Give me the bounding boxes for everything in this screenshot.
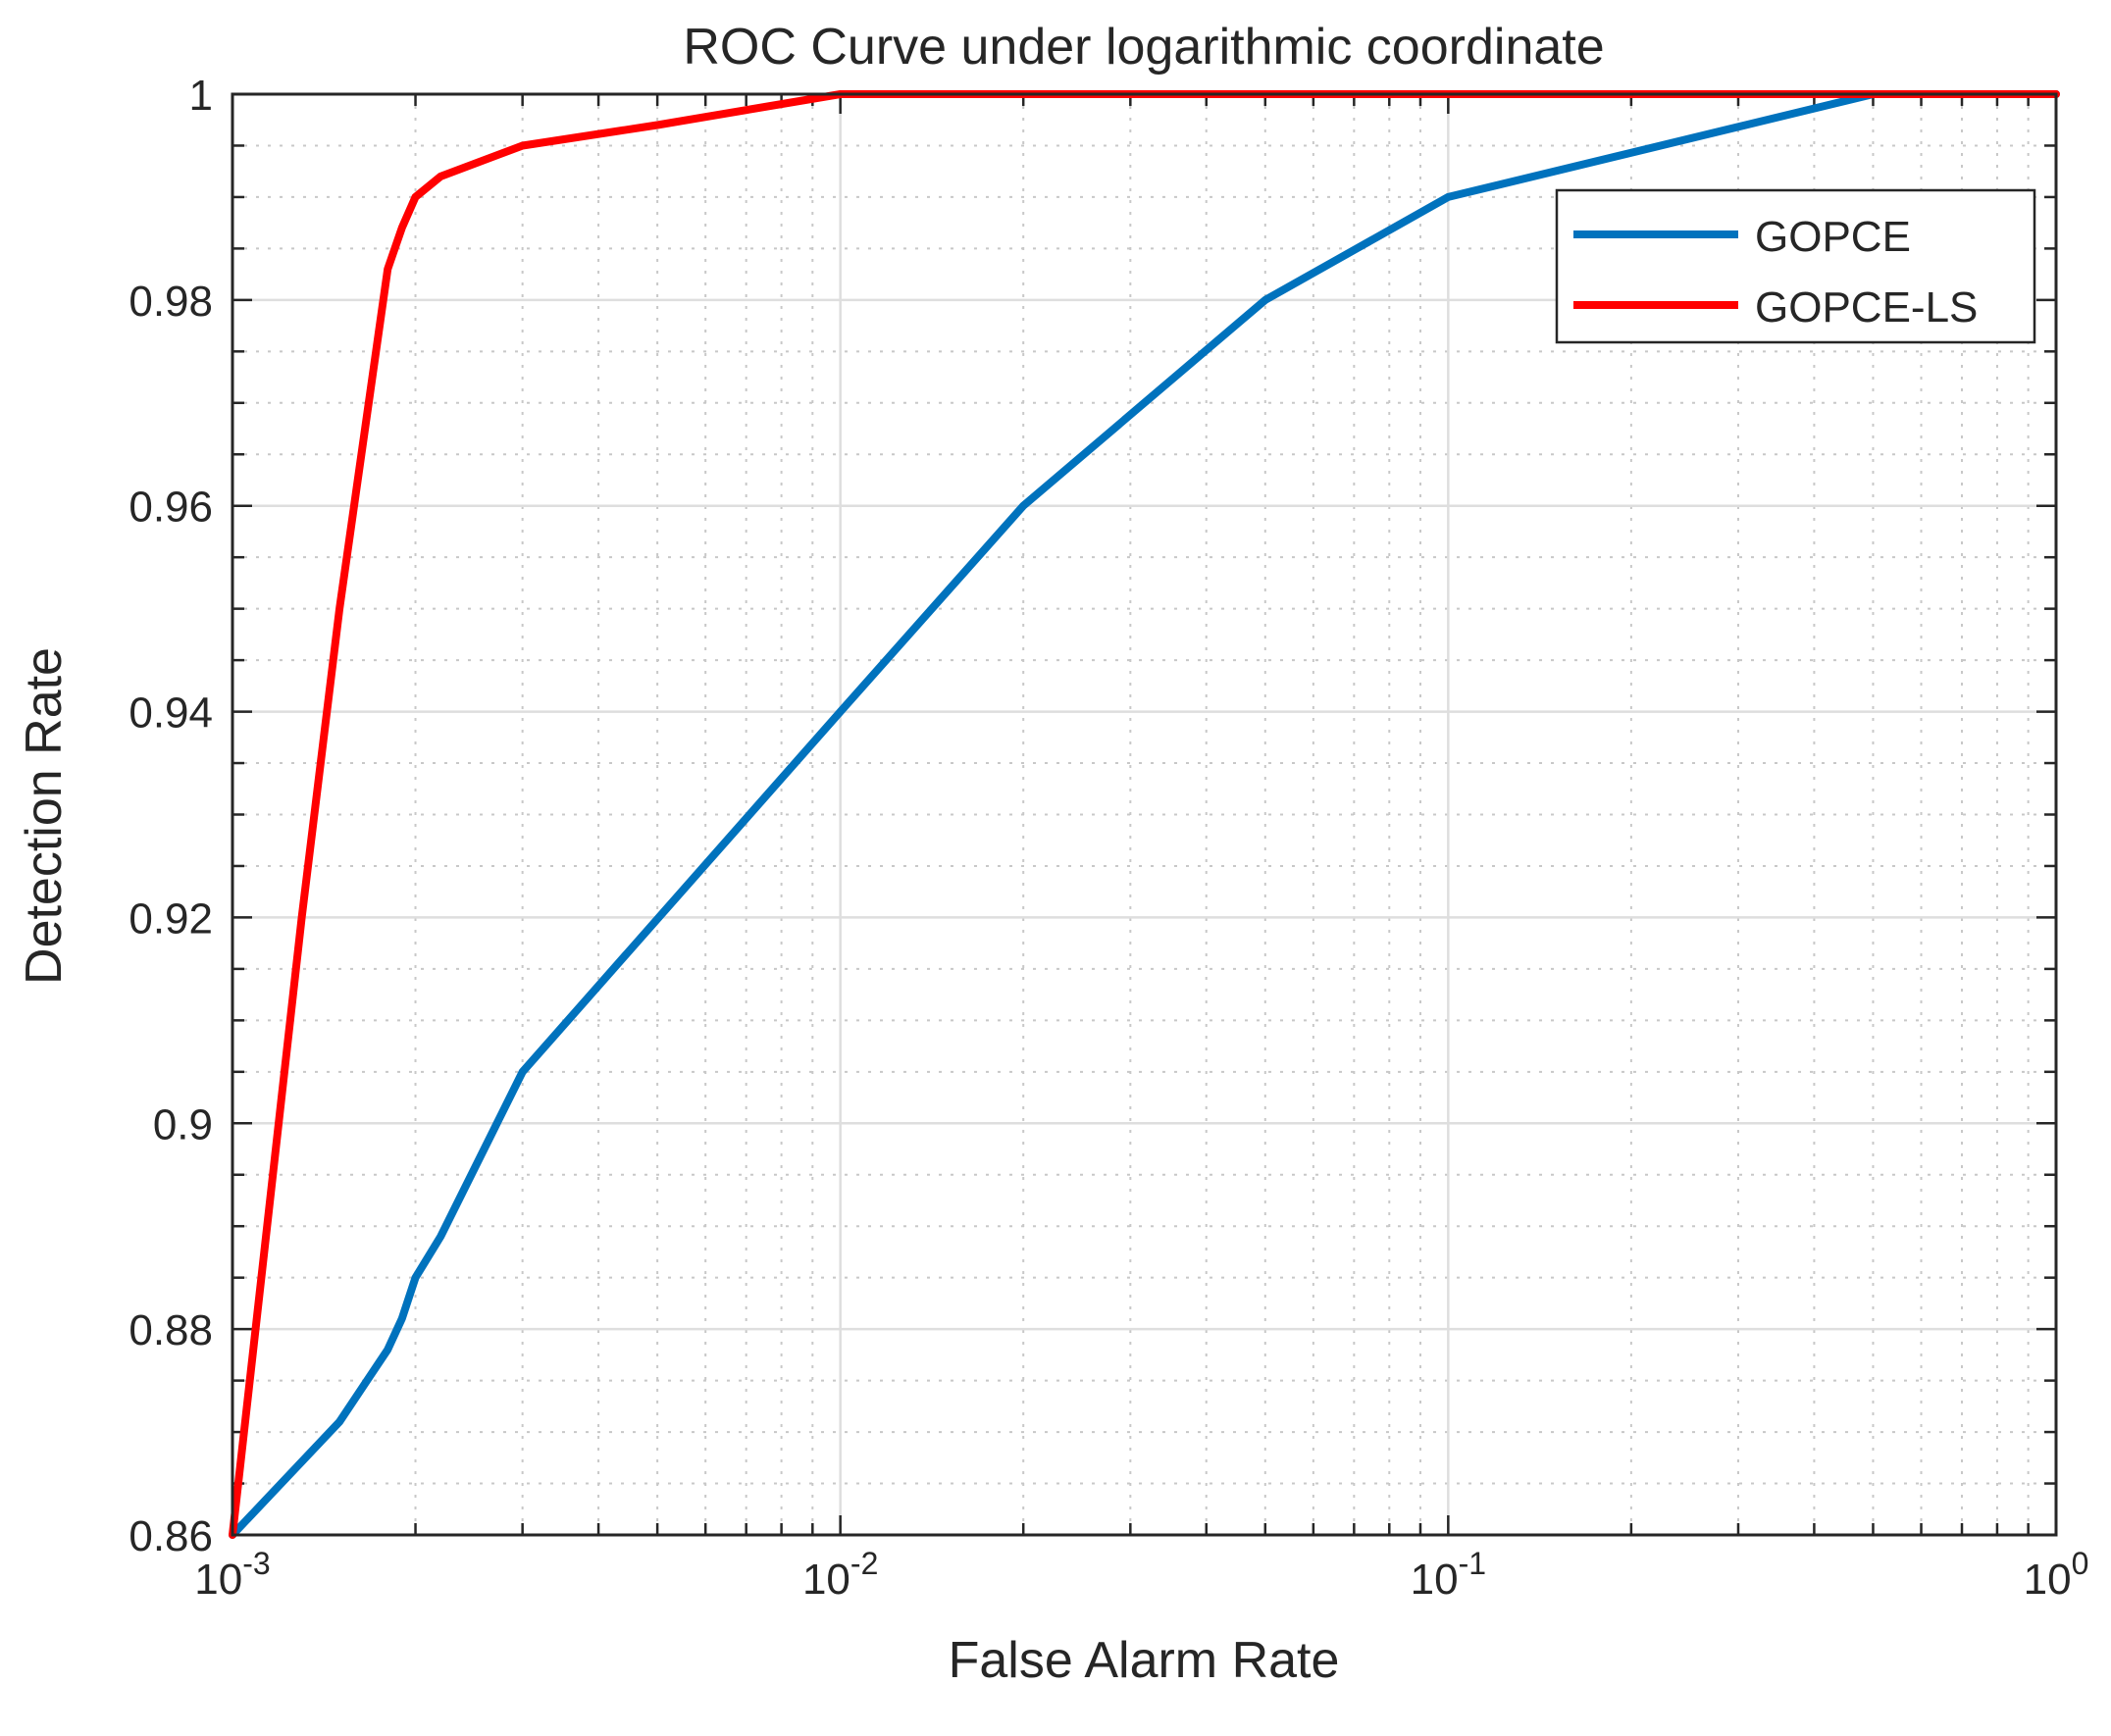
- y-axis-label: Detection Rate: [16, 647, 73, 985]
- y-tick-label: 0.86: [129, 1512, 213, 1560]
- y-tick-label: 0.94: [129, 689, 213, 738]
- y-tick-label: 0.98: [129, 278, 213, 326]
- series-line-gopce: [229, 90, 2060, 1539]
- plot-frame: [231, 92, 2058, 1537]
- x-axis-label: False Alarm Rate: [949, 1632, 1340, 1689]
- y-tick-label: 0.88: [129, 1306, 213, 1354]
- x-tick-label: 10-2: [802, 1546, 878, 1604]
- y-tick-label: 0.92: [129, 894, 213, 943]
- x-tick-label: 10-3: [194, 1546, 270, 1604]
- x-tick-labels: 10-3 10-2 10-1 100: [194, 1546, 2088, 1604]
- chart-title: ROC Curve under logarithmic coordinate: [683, 19, 1604, 76]
- legend-label-gopce-ls: GOPCE-LS: [1755, 283, 1978, 332]
- legend: GOPCE GOPCE-LS: [1555, 188, 2036, 344]
- y-tick-label: 0.96: [129, 484, 213, 532]
- legend-label-gopce: GOPCE: [1755, 213, 1911, 261]
- legend-box: [1555, 188, 2036, 344]
- y-tick-label: 1: [189, 72, 213, 120]
- x-tick-label: 100: [2024, 1546, 2089, 1604]
- x-tick-label: 10-1: [1411, 1546, 1486, 1604]
- y-tick-label: 0.9: [153, 1100, 213, 1149]
- y-tick-labels: 0.86 0.88 0.9 0.92 0.94 0.96 0.98 1: [129, 72, 213, 1560]
